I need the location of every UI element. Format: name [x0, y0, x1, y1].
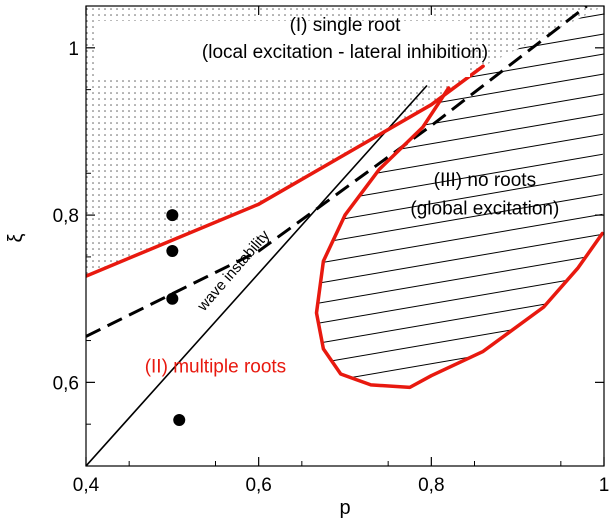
x-axis-title: p	[339, 497, 350, 519]
no-roots-red-boundary	[314, 86, 604, 390]
y-tick-label: 1	[68, 39, 79, 60]
hatch-line	[302, 434, 604, 486]
plot-frame	[85, 5, 605, 467]
hatch-line	[316, 6, 604, 7]
hatch-line	[316, 273, 604, 327]
hatch-line	[316, 333, 604, 387]
hatch-line	[316, 193, 604, 247]
x-tick-label: 0,8	[418, 475, 444, 496]
upper-red-boundary	[86, 64, 485, 278]
y-axis: 0,6 0,8 1	[53, 39, 604, 425]
x-tick-label: 1	[599, 475, 610, 496]
data-dot	[166, 245, 179, 258]
data-dot	[173, 414, 186, 426]
plot-area	[86, 6, 604, 486]
hatch-line	[316, 353, 604, 388]
region-two-label: (II) multiple roots	[145, 356, 286, 377]
hatch-line	[316, 213, 604, 267]
y-axis-title: ξ	[5, 233, 27, 242]
hatch-line	[316, 293, 604, 347]
data-dots	[166, 209, 186, 426]
y-tick-label: 0,8	[53, 206, 79, 227]
x-tick-label: 0,6	[245, 475, 271, 496]
y-tick-label: 0,6	[53, 373, 79, 394]
data-dot	[166, 292, 179, 305]
wave-instability-line	[86, 84, 428, 466]
data-dot	[166, 209, 179, 222]
hatch-line	[302, 414, 604, 466]
hatch-line	[316, 173, 604, 227]
region-three-title: (III) no roots	[434, 170, 536, 191]
region-one-subtitle: (local excitation - lateral inhibition)	[202, 42, 488, 63]
region-one-label-background	[98, 21, 470, 77]
hatch-line	[316, 233, 604, 287]
hatch-line	[316, 373, 604, 388]
hatch-line	[316, 313, 604, 367]
hatch-line	[316, 253, 604, 307]
x-axis: 0,4 0,6 0,8 1	[73, 6, 610, 496]
hatch-line	[302, 394, 604, 446]
x-tick-label: 0,4	[73, 475, 100, 496]
region-one-title: (I) single root	[290, 15, 402, 36]
region-three-subtitle: (global excitation)	[410, 198, 559, 219]
